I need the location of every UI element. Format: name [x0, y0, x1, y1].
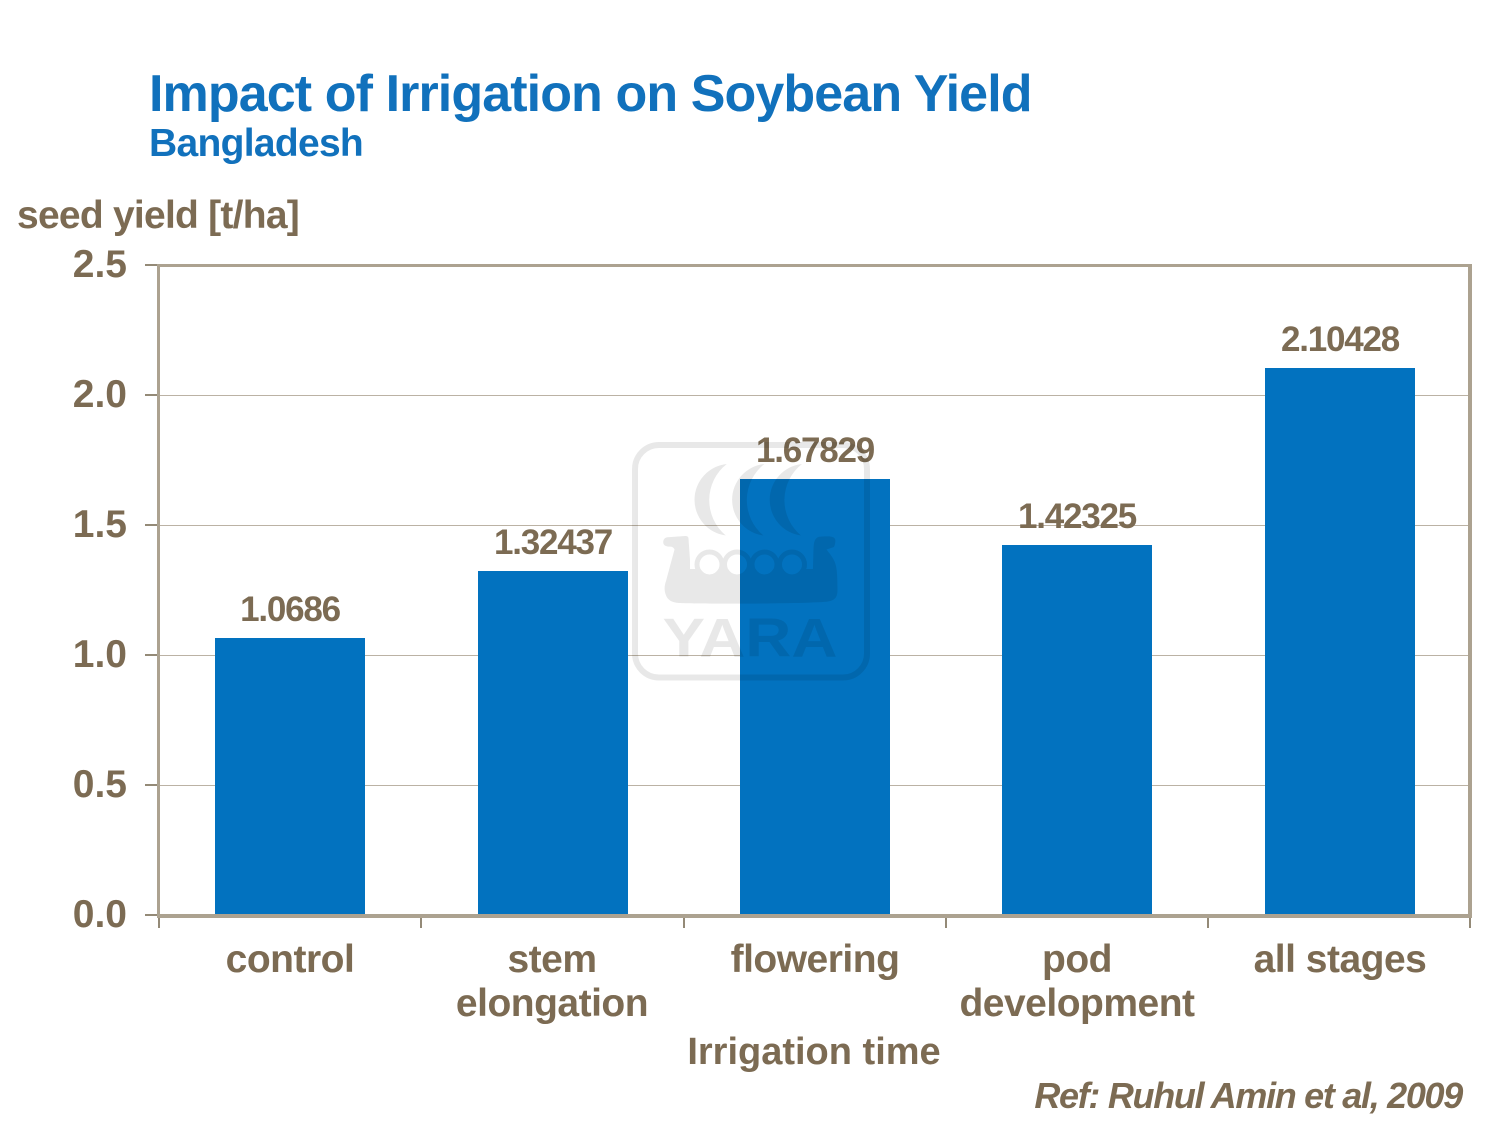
svg-text:YARA: YARA: [663, 607, 838, 669]
